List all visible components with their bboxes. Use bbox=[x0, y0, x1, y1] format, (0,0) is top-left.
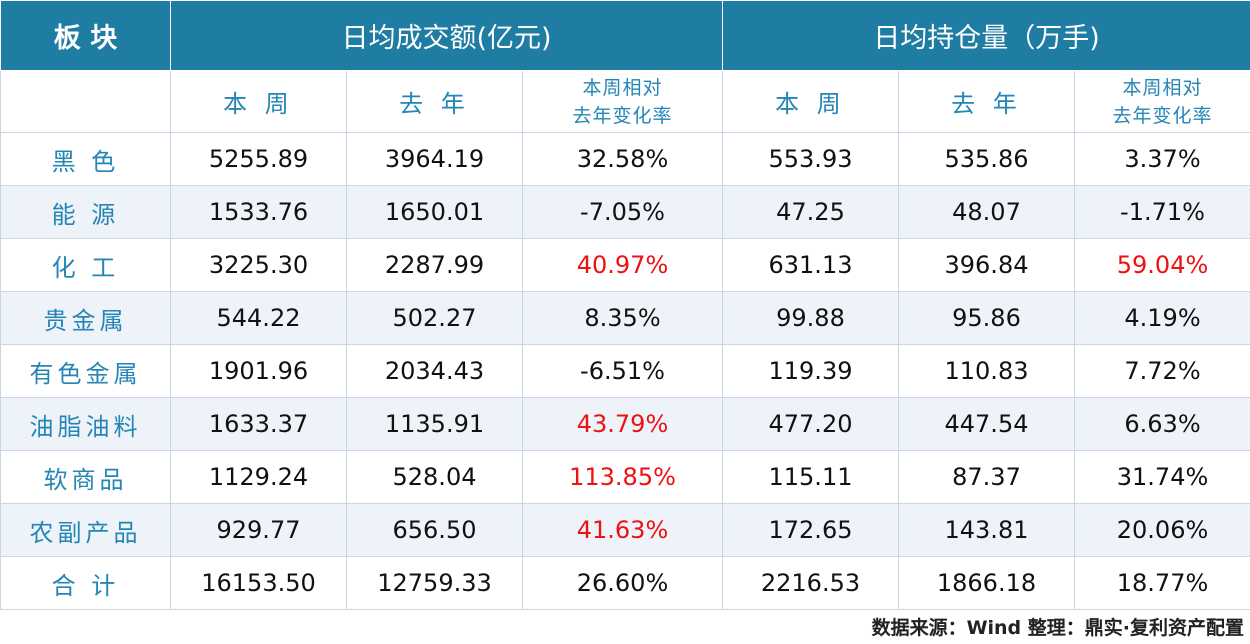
table-row: 有色金属 1901.96 2034.43 -6.51% 119.39 110.83 7.72… bbox=[0, 344, 1250, 398]
turnover-change-cell: 8.35% bbox=[522, 291, 723, 345]
turnover-last-year-cell: 528.04 bbox=[346, 450, 523, 504]
oi-last-year-cell: 87.37 bbox=[898, 450, 1075, 504]
sector-subheader-blank bbox=[0, 70, 171, 133]
oi-last-year-header: 去 年 bbox=[898, 70, 1075, 133]
turnover-this-week-cell: 1533.76 bbox=[170, 185, 347, 239]
sector-label: 化 工 bbox=[0, 238, 171, 292]
oi-this-week-cell: 477.20 bbox=[722, 397, 899, 451]
turnover-change-cell: -7.05% bbox=[522, 185, 723, 239]
oi-this-week-cell: 115.11 bbox=[722, 450, 899, 504]
turnover-this-week-header: 本 周 bbox=[170, 70, 347, 133]
turnover-this-week-cell: 16153.50 bbox=[170, 556, 347, 610]
oi-this-week-cell: 2216.53 bbox=[722, 556, 899, 610]
table-row: 能 源 1533.76 1650.01 -7.05% 47.25 48.07 -1.71% bbox=[0, 185, 1250, 239]
change-header-line1: 本周相对 bbox=[1122, 76, 1203, 99]
oi-change-header: 本周相对 去年变化率 bbox=[1073, 70, 1250, 133]
open-interest-group-header: 日均持仓量（万手) bbox=[721, 0, 1250, 71]
change-header-line2: 去年变化率 bbox=[572, 104, 673, 127]
oi-last-year-cell: 143.81 bbox=[898, 503, 1075, 557]
turnover-change-cell: -6.51% bbox=[522, 344, 723, 398]
oi-last-year-cell: 447.54 bbox=[898, 397, 1075, 451]
table-row: 黑 色 5255.89 3964.19 32.58% 553.93 535.86 3.37% bbox=[0, 132, 1250, 186]
turnover-change-cell: 26.60% bbox=[522, 556, 723, 610]
oi-this-week-cell: 99.88 bbox=[722, 291, 899, 345]
oi-change-cell: 4.19% bbox=[1073, 291, 1250, 345]
sector-label: 黑 色 bbox=[0, 132, 171, 186]
turnover-this-week-cell: 3225.30 bbox=[170, 238, 347, 292]
table-row: 合 计 16153.50 12759.33 26.60% 2216.53 1866.18 1… bbox=[0, 556, 1250, 610]
turnover-last-year-cell: 2034.43 bbox=[346, 344, 523, 398]
header-row: 板 块 日均成交额(亿元) 日均持仓量（万手) bbox=[0, 0, 1250, 71]
sector-label: 农副产品 bbox=[0, 503, 171, 557]
oi-change-cell: 18.77% bbox=[1073, 556, 1250, 610]
turnover-change-cell: 32.58% bbox=[522, 132, 723, 186]
turnover-last-year-cell: 1135.91 bbox=[346, 397, 523, 451]
turnover-change-cell: 113.85% bbox=[522, 450, 723, 504]
sector-label: 能 源 bbox=[0, 185, 171, 239]
turnover-change-cell: 43.79% bbox=[522, 397, 723, 451]
oi-change-cell: 20.06% bbox=[1073, 503, 1250, 557]
sector-label: 有色金属 bbox=[0, 344, 171, 398]
oi-this-week-cell: 47.25 bbox=[722, 185, 899, 239]
oi-last-year-cell: 95.86 bbox=[898, 291, 1075, 345]
table-row: 化 工 3225.30 2287.99 40.97% 631.13 396.84 59.04… bbox=[0, 238, 1250, 292]
turnover-this-week-cell: 5255.89 bbox=[170, 132, 347, 186]
turnover-last-year-cell: 2287.99 bbox=[346, 238, 523, 292]
oi-last-year-cell: 535.86 bbox=[898, 132, 1075, 186]
oi-this-week-cell: 172.65 bbox=[722, 503, 899, 557]
oi-change-cell: 59.04% bbox=[1073, 238, 1250, 292]
oi-change-cell: 6.63% bbox=[1073, 397, 1250, 451]
change-header-line2: 去年变化率 bbox=[1112, 104, 1213, 127]
turnover-change-header: 本周相对 去年变化率 bbox=[522, 70, 723, 133]
change-header-line1: 本周相对 bbox=[582, 76, 663, 99]
sector-header: 板 块 bbox=[0, 0, 171, 71]
sector-label: 油脂油料 bbox=[0, 397, 171, 451]
turnover-change-cell: 41.63% bbox=[522, 503, 723, 557]
turnover-last-year-cell: 656.50 bbox=[346, 503, 523, 557]
sector-summary-table: 板 块 日均成交额(亿元) 日均持仓量（万手) 本 周 去 年 本周相对 去年变… bbox=[0, 0, 1250, 610]
turnover-this-week-cell: 1901.96 bbox=[170, 344, 347, 398]
sector-label: 贵金属 bbox=[0, 291, 171, 345]
table-row: 油脂油料 1633.37 1135.91 43.79% 477.20 447.54 6.63… bbox=[0, 397, 1250, 451]
sector-label: 软商品 bbox=[0, 450, 171, 504]
turnover-last-year-cell: 3964.19 bbox=[346, 132, 523, 186]
oi-change-cell: -1.71% bbox=[1073, 185, 1250, 239]
turnover-last-year-cell: 502.27 bbox=[346, 291, 523, 345]
table-row: 贵金属 544.22 502.27 8.35% 99.88 95.86 4.19% bbox=[0, 291, 1250, 345]
oi-change-cell: 3.37% bbox=[1073, 132, 1250, 186]
oi-last-year-cell: 48.07 bbox=[898, 185, 1075, 239]
oi-this-week-cell: 119.39 bbox=[722, 344, 899, 398]
turnover-last-year-cell: 12759.33 bbox=[346, 556, 523, 610]
turnover-change-cell: 40.97% bbox=[522, 238, 723, 292]
table-row: 软商品 1129.24 528.04 113.85% 115.11 87.37 31.74% bbox=[0, 450, 1250, 504]
source-note: 数据来源：Wind 整理：鼎实·复利资产配置 bbox=[871, 617, 1244, 639]
turnover-group-header: 日均成交额(亿元) bbox=[170, 0, 723, 71]
sector-label: 合 计 bbox=[0, 556, 171, 610]
oi-this-week-header: 本 周 bbox=[722, 70, 899, 133]
turnover-last-year-cell: 1650.01 bbox=[346, 185, 523, 239]
oi-change-cell: 31.74% bbox=[1073, 450, 1250, 504]
turnover-last-year-header: 去 年 bbox=[346, 70, 523, 133]
table-row: 农副产品 929.77 656.50 41.63% 172.65 143.81 20.06% bbox=[0, 503, 1250, 557]
oi-this-week-cell: 553.93 bbox=[722, 132, 899, 186]
oi-this-week-cell: 631.13 bbox=[722, 238, 899, 292]
oi-change-cell: 7.72% bbox=[1073, 344, 1250, 398]
turnover-this-week-cell: 1129.24 bbox=[170, 450, 347, 504]
oi-last-year-cell: 396.84 bbox=[898, 238, 1075, 292]
turnover-this-week-cell: 1633.37 bbox=[170, 397, 347, 451]
turnover-this-week-cell: 544.22 bbox=[170, 291, 347, 345]
subheader-row: 本 周 去 年 本周相对 去年变化率 本 周 去 年 本周相对 去年变化率 bbox=[0, 70, 1250, 133]
oi-last-year-cell: 110.83 bbox=[898, 344, 1075, 398]
oi-last-year-cell: 1866.18 bbox=[898, 556, 1075, 610]
turnover-this-week-cell: 929.77 bbox=[170, 503, 347, 557]
table-body: 黑 色 5255.89 3964.19 32.58% 553.93 535.86 3.37%… bbox=[0, 132, 1250, 610]
